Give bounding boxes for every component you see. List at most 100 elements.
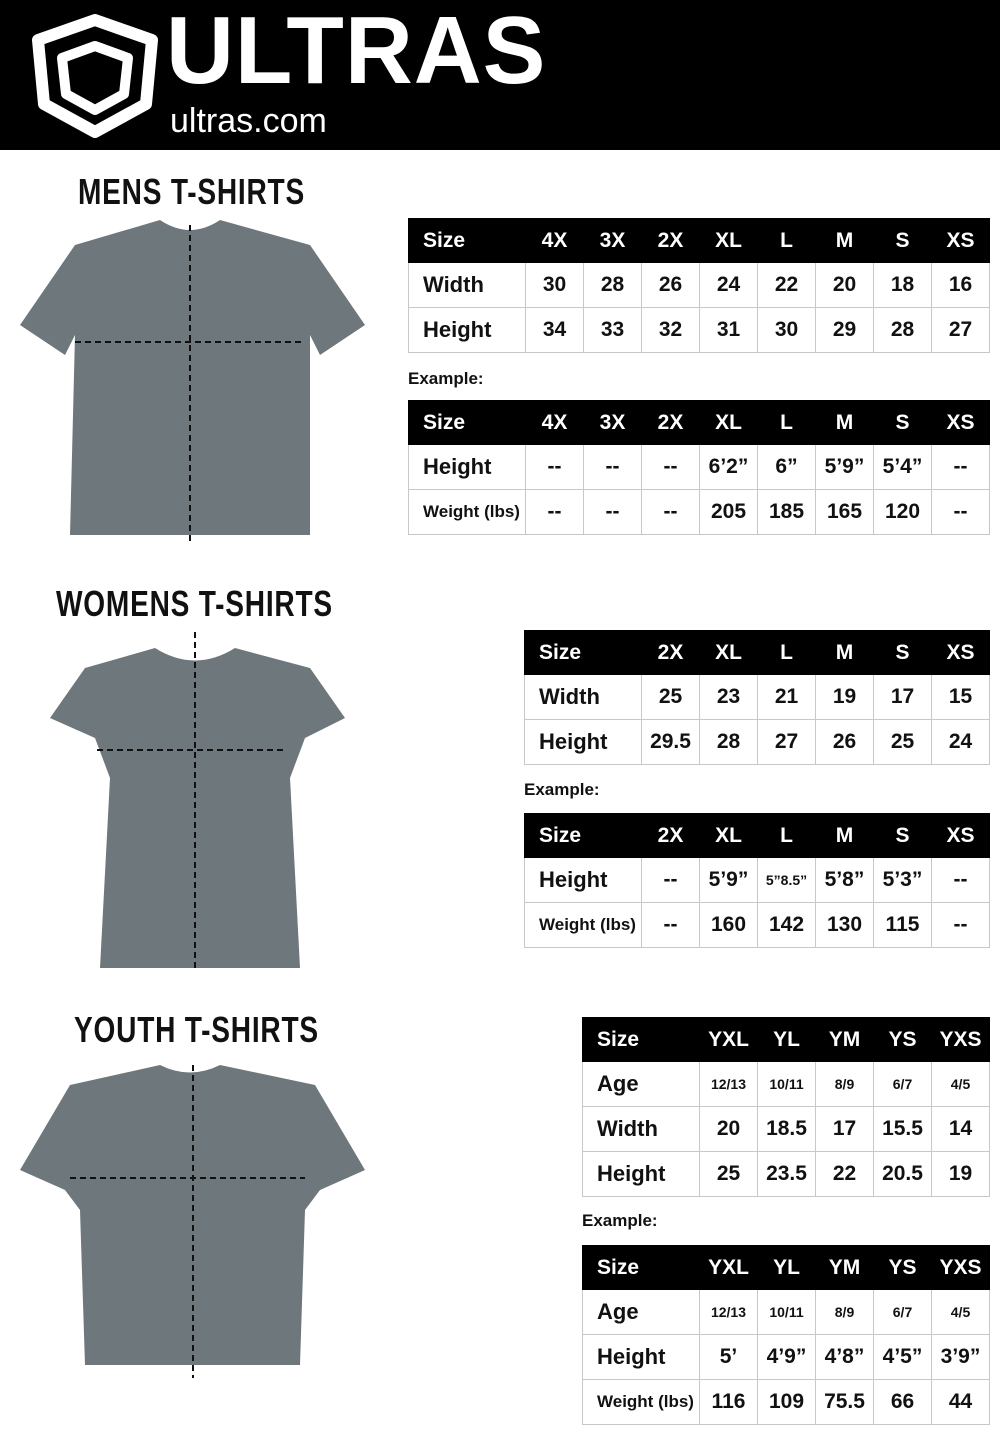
mens-title: MENS T-SHIRTS <box>78 171 305 212</box>
table-cell: 5’9” <box>699 857 758 903</box>
table-cell: 6/7 <box>873 1289 932 1335</box>
table-cell: -- <box>931 444 990 490</box>
table-cell: 10/11 <box>757 1061 816 1107</box>
table-cell: 12/13 <box>699 1061 758 1107</box>
column-header: XL <box>699 218 758 263</box>
table-cell: 29.5 <box>641 719 700 765</box>
column-header: S <box>873 400 932 445</box>
mens-tshirt-image <box>20 220 365 545</box>
table-cell: 205 <box>699 489 758 535</box>
table-cell: -- <box>641 489 700 535</box>
table-cell: 26 <box>815 719 874 765</box>
table-cell: 31 <box>699 307 758 353</box>
column-header: M <box>815 630 874 675</box>
table-row: Width 25 23 21 19 17 15 <box>524 674 990 720</box>
table-cell: 5’ <box>699 1334 758 1380</box>
table-row: Weight (lbs) -- 160 142 130 115 -- <box>524 902 990 948</box>
table-cell: 6/7 <box>873 1061 932 1107</box>
table-cell: -- <box>583 489 642 535</box>
table-cell: 5’9” <box>815 444 874 490</box>
row-label: Height <box>524 719 642 765</box>
table-cell: 28 <box>583 262 642 308</box>
header-row: Size 4X 3X 2X XL L M S XS <box>408 400 990 445</box>
table-cell: 5’4” <box>873 444 932 490</box>
table-cell: 75.5 <box>815 1379 874 1425</box>
table-cell: 30 <box>757 307 816 353</box>
table-cell: -- <box>525 444 584 490</box>
table-cell: 6” <box>757 444 816 490</box>
table-cell: 24 <box>699 262 758 308</box>
row-label: Age <box>582 1061 700 1107</box>
column-header-size: Size <box>582 1245 700 1290</box>
mens-example-label: Example: <box>408 369 484 388</box>
womens-tshirt-image <box>50 632 345 970</box>
table-row: Age 12/13 10/11 8/9 6/7 4/5 <box>582 1289 990 1335</box>
table-cell: 185 <box>757 489 816 535</box>
table-cell: 120 <box>873 489 932 535</box>
column-header: XS <box>931 400 990 445</box>
table-cell: 19 <box>931 1151 990 1197</box>
table-cell: 4’8” <box>815 1334 874 1380</box>
table-row: Height 34 33 32 31 30 29 28 27 <box>408 307 990 353</box>
table-cell: 23 <box>699 674 758 720</box>
column-header: 3X <box>583 400 642 445</box>
column-header: YS <box>873 1017 932 1062</box>
table-cell: -- <box>931 489 990 535</box>
column-header: XS <box>931 813 990 858</box>
table-cell: 20.5 <box>873 1151 932 1197</box>
column-header: L <box>757 813 816 858</box>
table-cell: -- <box>931 857 990 903</box>
column-header: YS <box>873 1245 932 1290</box>
table-cell: 4/5 <box>931 1061 990 1107</box>
column-header: 2X <box>641 813 700 858</box>
table-row: Height -- -- -- 6’2” 6” 5’9” 5’4” -- <box>408 444 990 490</box>
table-cell: -- <box>641 857 700 903</box>
column-header: YXL <box>699 1017 758 1062</box>
brand-url: ultras.com <box>170 102 327 140</box>
column-header: YXL <box>699 1245 758 1290</box>
column-header: L <box>757 400 816 445</box>
table-cell: 24 <box>931 719 990 765</box>
table-cell: 8/9 <box>815 1289 874 1335</box>
table-cell: 18.5 <box>757 1106 816 1152</box>
column-header: 2X <box>641 218 700 263</box>
row-label: Height <box>408 444 526 490</box>
table-cell: 5’3” <box>873 857 932 903</box>
column-header-size: Size <box>408 400 526 445</box>
youth-example-table: Size YXL YL YM YS YXS Age 12/13 10/11 8/9 6/7 4/5 He… <box>582 1245 990 1425</box>
column-header: XS <box>931 630 990 675</box>
column-header: L <box>757 218 816 263</box>
column-header: 3X <box>583 218 642 263</box>
table-cell: 15 <box>931 674 990 720</box>
table-cell: 10/11 <box>757 1289 816 1335</box>
table-cell: 130 <box>815 902 874 948</box>
row-label: Weight (lbs) <box>582 1379 700 1425</box>
row-label: Width <box>524 674 642 720</box>
table-cell: 4’5” <box>873 1334 932 1380</box>
table-cell: 142 <box>757 902 816 948</box>
column-header: XL <box>699 630 758 675</box>
header-row: Size 2X XL L M S XS <box>524 813 990 858</box>
table-cell: 8/9 <box>815 1061 874 1107</box>
table-row: Height -- 5’9” 5”8.5” 5’8” 5’3” -- <box>524 857 990 903</box>
table-cell: 115 <box>873 902 932 948</box>
table-cell: 66 <box>873 1379 932 1425</box>
column-header: YM <box>815 1017 874 1062</box>
table-cell: 17 <box>873 674 932 720</box>
table-cell: 20 <box>815 262 874 308</box>
table-row: Weight (lbs) 116 109 75.5 66 44 <box>582 1379 990 1425</box>
table-cell: -- <box>641 444 700 490</box>
table-cell: 4/5 <box>931 1289 990 1335</box>
table-row: Age 12/13 10/11 8/9 6/7 4/5 <box>582 1061 990 1107</box>
row-label: Weight (lbs) <box>408 489 526 535</box>
column-header: M <box>815 400 874 445</box>
column-header-size: Size <box>408 218 526 263</box>
table-cell: 27 <box>931 307 990 353</box>
table-cell: 29 <box>815 307 874 353</box>
column-header: S <box>873 218 932 263</box>
table-cell: 25 <box>641 674 700 720</box>
column-header: XL <box>699 813 758 858</box>
column-header-size: Size <box>524 630 642 675</box>
table-cell: 165 <box>815 489 874 535</box>
table-cell: 17 <box>815 1106 874 1152</box>
